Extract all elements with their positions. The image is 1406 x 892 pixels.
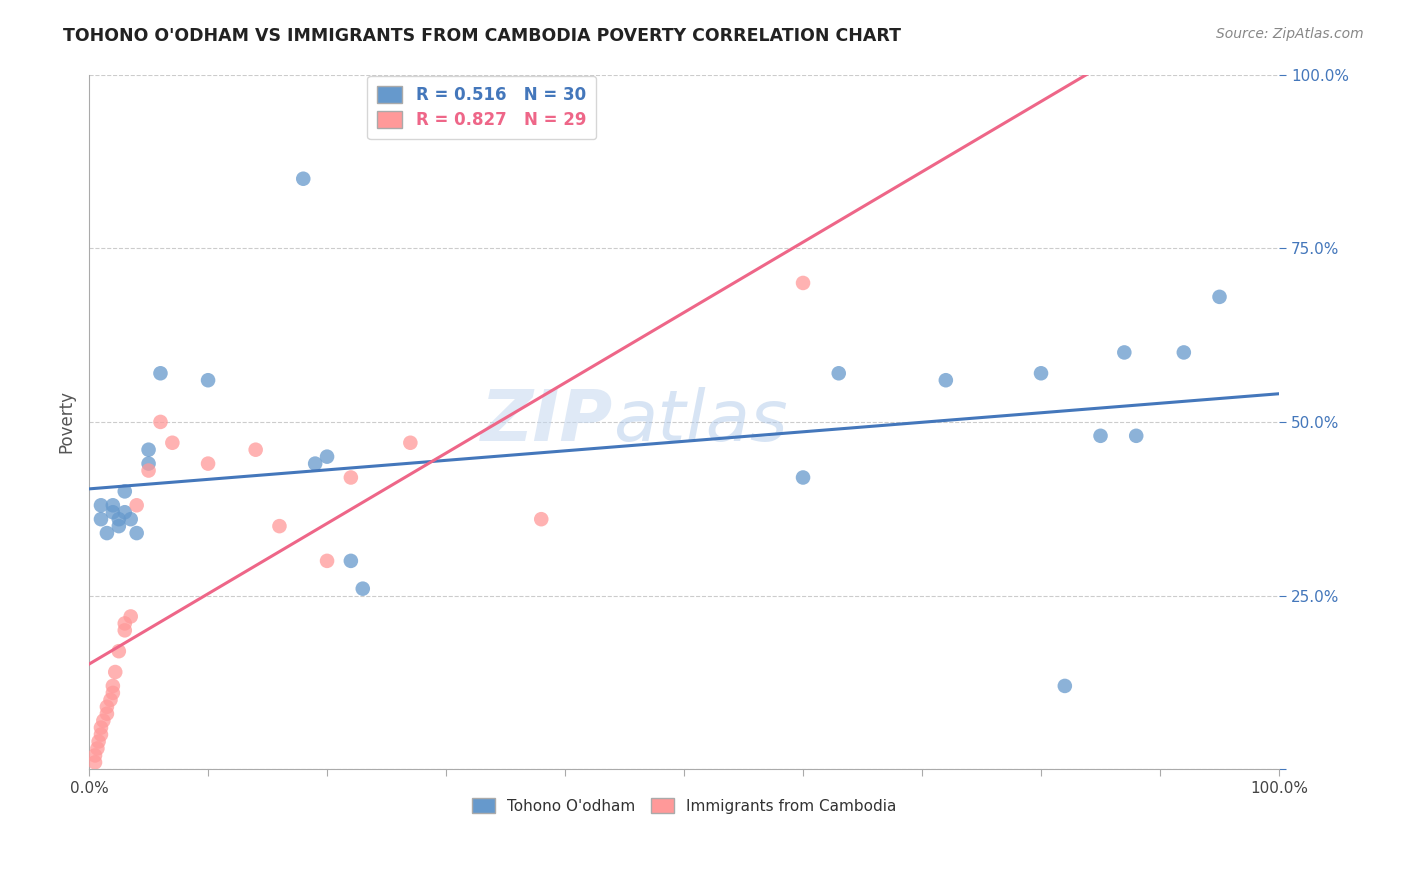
Point	[162, 435, 184, 450]
Point	[1114, 345, 1136, 359]
Point	[1029, 366, 1052, 380]
Text: ZIP: ZIP	[481, 387, 613, 457]
Point	[316, 450, 339, 464]
Point	[86, 741, 108, 756]
Point	[292, 171, 315, 186]
Point	[269, 519, 291, 533]
Point	[104, 665, 127, 679]
Point	[93, 714, 115, 728]
Point	[96, 706, 118, 721]
Point	[1125, 429, 1147, 443]
Point	[138, 442, 160, 457]
Point	[935, 373, 957, 387]
Point	[120, 512, 142, 526]
Point	[1090, 429, 1112, 443]
Point	[101, 679, 124, 693]
Point	[108, 644, 131, 658]
Point	[340, 554, 363, 568]
Point	[90, 498, 112, 512]
Point	[90, 728, 112, 742]
Point	[316, 554, 339, 568]
Point	[1173, 345, 1195, 359]
Point	[108, 519, 131, 533]
Legend: Tohono O'odham, Immigrants from Cambodia: Tohono O'odham, Immigrants from Cambodia	[461, 787, 907, 824]
Point	[90, 721, 112, 735]
Point	[108, 512, 131, 526]
Point	[1208, 290, 1230, 304]
Point	[304, 457, 326, 471]
Point	[114, 624, 136, 638]
Point	[149, 415, 172, 429]
Point	[101, 498, 124, 512]
Point	[149, 366, 172, 380]
Point	[399, 435, 422, 450]
Point	[114, 505, 136, 519]
Point	[138, 464, 160, 478]
Point	[352, 582, 374, 596]
Point	[792, 470, 814, 484]
Point	[84, 756, 107, 770]
Text: Source: ZipAtlas.com: Source: ZipAtlas.com	[1216, 27, 1364, 41]
Point	[530, 512, 553, 526]
Point	[90, 512, 112, 526]
Text: TOHONO O'ODHAM VS IMMIGRANTS FROM CAMBODIA POVERTY CORRELATION CHART: TOHONO O'ODHAM VS IMMIGRANTS FROM CAMBOD…	[63, 27, 901, 45]
Y-axis label: Poverty: Poverty	[58, 391, 75, 453]
Point	[197, 373, 219, 387]
Point	[197, 457, 219, 471]
Point	[792, 276, 814, 290]
Point	[245, 442, 267, 457]
Point	[125, 526, 148, 541]
Point	[96, 526, 118, 541]
Point	[87, 734, 110, 748]
Point	[125, 498, 148, 512]
Point	[96, 699, 118, 714]
Point	[120, 609, 142, 624]
Point	[828, 366, 851, 380]
Point	[100, 693, 122, 707]
Point	[1053, 679, 1076, 693]
Point	[138, 457, 160, 471]
Point	[101, 686, 124, 700]
Point	[84, 748, 107, 763]
Point	[114, 484, 136, 499]
Text: atlas: atlas	[613, 387, 787, 457]
Point	[101, 505, 124, 519]
Point	[340, 470, 363, 484]
Point	[114, 616, 136, 631]
